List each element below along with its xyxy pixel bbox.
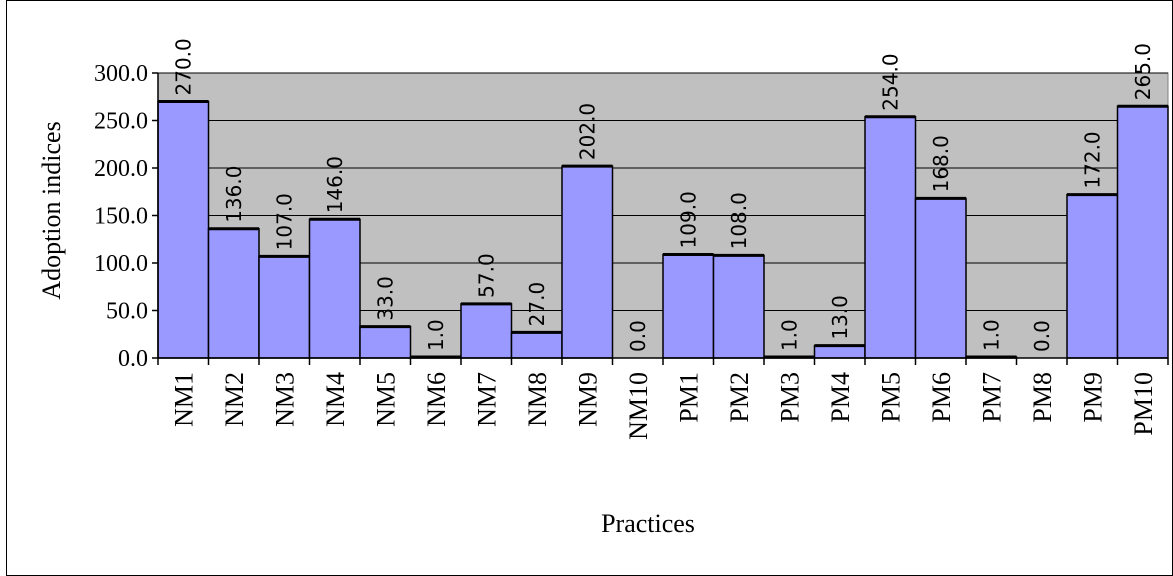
bar-pm1 xyxy=(662,253,715,359)
y-tick-label: 100.0 xyxy=(94,251,148,277)
y-tick-label: 250.0 xyxy=(94,109,148,135)
data-label: 270.0 xyxy=(171,38,195,95)
bar-nm9 xyxy=(561,165,614,359)
x-tick-labels: NM1 NM2 NM3 NM4 NM5 NM6 NM7 NM8 NM9 NM10 PM1 PM2 PM3… xyxy=(169,372,1158,440)
x-tick-label: NM9 xyxy=(573,372,602,427)
bar-nm7 xyxy=(460,303,513,359)
data-label: 1.0 xyxy=(777,319,801,351)
data-label: 0.0 xyxy=(1030,320,1054,352)
data-label: 172.0 xyxy=(1080,131,1104,188)
bar-pm4 xyxy=(813,344,866,359)
x-tick-label: NM5 xyxy=(371,372,400,427)
data-label: 254.0 xyxy=(878,53,902,110)
data-label: 146.0 xyxy=(323,156,347,213)
data-label: 57.0 xyxy=(474,253,498,298)
bar-nm2 xyxy=(207,228,260,359)
x-tick-label: PM7 xyxy=(977,372,1006,423)
axes xyxy=(152,72,1169,365)
x-tick-label: NM4 xyxy=(321,372,350,427)
data-label: 109.0 xyxy=(676,191,700,248)
bar-nm3 xyxy=(258,255,311,359)
x-tick-label: PM1 xyxy=(674,372,703,423)
bar-pm5 xyxy=(864,115,917,359)
data-label: 136.0 xyxy=(222,166,246,223)
data-label: 108.0 xyxy=(727,192,751,249)
x-tick-label: PM2 xyxy=(725,372,754,423)
y-tick-label: 300.0 xyxy=(94,61,148,87)
x-tick-label: NM10 xyxy=(624,372,653,440)
data-label: 265.0 xyxy=(1131,43,1155,100)
data-label: 1.0 xyxy=(424,319,448,351)
bar-nm1 xyxy=(157,100,210,359)
bar-pm10 xyxy=(1116,105,1169,359)
x-tick-label: PM4 xyxy=(826,372,855,423)
x-tick-label: NM6 xyxy=(422,372,451,427)
x-tick-label: NM8 xyxy=(523,372,552,427)
x-tick-label: PM8 xyxy=(1028,372,1057,423)
x-tick-label: PM9 xyxy=(1078,372,1107,423)
bar-pm2 xyxy=(712,254,765,359)
y-tick-labels: 0.0 50.0 100.0 150.0 200.0 250.0 300.0 xyxy=(94,61,148,372)
x-tick-label: NM7 xyxy=(472,372,501,427)
data-label: 33.0 xyxy=(373,276,397,321)
x-tick-label: PM5 xyxy=(876,372,905,423)
y-axis-label: Adoption indices xyxy=(37,121,66,299)
x-tick-label: NM1 xyxy=(169,372,198,427)
x-tick-label: NM3 xyxy=(270,372,299,427)
bar-nm8 xyxy=(510,331,563,359)
data-label: 0.0 xyxy=(626,320,650,352)
data-label: 202.0 xyxy=(575,103,599,160)
y-tick-label: 50.0 xyxy=(106,299,148,325)
data-label: 27.0 xyxy=(525,282,549,327)
bar-pm6 xyxy=(914,197,967,359)
data-labels: 270.0 136.0 107.0 146.0 33.0 1.0 57.0 27.0 202.0… xyxy=(171,38,1155,352)
bar-nm4 xyxy=(308,218,361,359)
x-tick-label: PM3 xyxy=(775,372,804,423)
bar-nm5 xyxy=(359,325,412,359)
x-tick-label: PM6 xyxy=(927,372,956,423)
x-axis-label: Practices xyxy=(601,509,695,538)
bar-pm9 xyxy=(1066,193,1119,359)
y-tick-label: 150.0 xyxy=(94,204,148,230)
data-label: 168.0 xyxy=(929,135,953,192)
y-tick-label: 200.0 xyxy=(94,156,148,182)
data-label: 13.0 xyxy=(828,295,852,340)
data-label: 1.0 xyxy=(979,319,1003,351)
data-label: 107.0 xyxy=(272,193,296,250)
bars xyxy=(157,100,1169,359)
x-tick-label: PM10 xyxy=(1129,372,1158,436)
x-tick-label: NM2 xyxy=(220,372,249,427)
y-tick-label: 0.0 xyxy=(118,346,148,372)
